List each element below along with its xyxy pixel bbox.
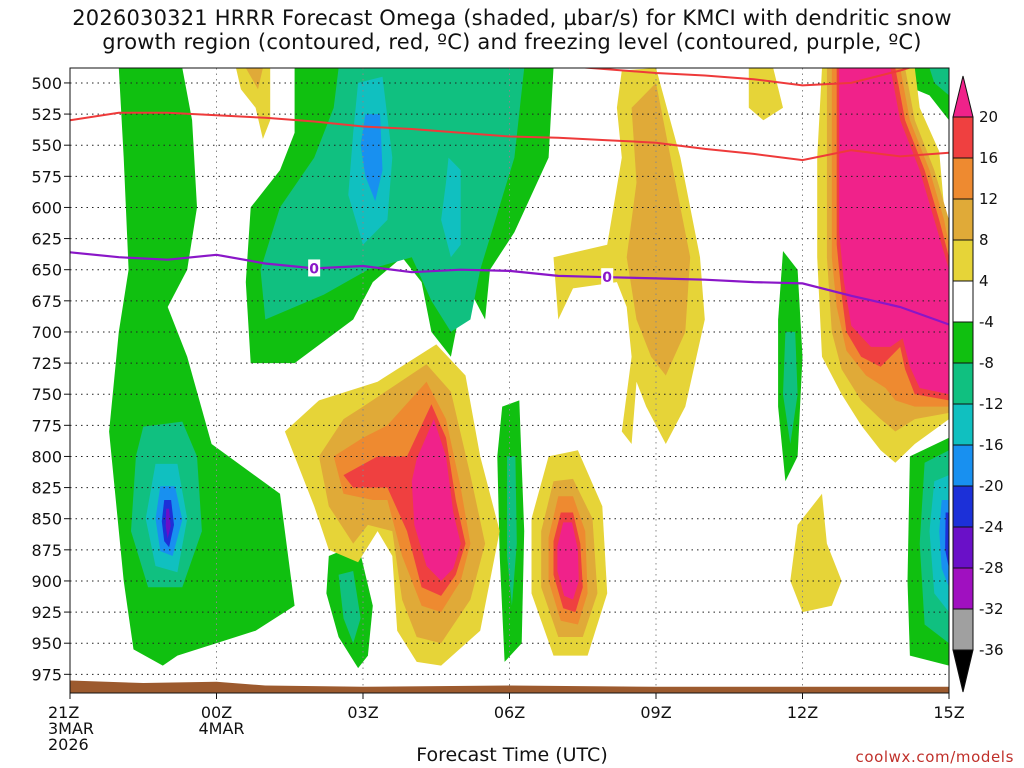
colorbar-swatch xyxy=(952,362,974,405)
colorbar-swatch xyxy=(952,567,974,610)
colorbar-bottom-arrow xyxy=(952,649,974,693)
freezing-label-bg xyxy=(601,268,614,286)
dgz-contour-upper xyxy=(70,111,949,162)
freezing-level-label: 0 xyxy=(602,270,612,286)
omega-region-lift-patch-4 xyxy=(748,68,783,121)
chart-title: 2026030321 HRRR Forecast Omega (shaded, … xyxy=(0,6,1024,54)
omega-region-sink-pocket--12 xyxy=(783,331,798,444)
gridlines xyxy=(70,68,949,693)
x-tick-label: 21Z xyxy=(48,703,79,722)
y-tick-label: 600 xyxy=(31,198,62,217)
y-tick-label: 725 xyxy=(31,354,62,373)
colorbar: 20 16 12 8 4 -4 -8 -12 -16 -20 -24 -28 -32 -36 xyxy=(952,75,1004,693)
colorbar-label: 8 xyxy=(979,231,989,249)
colorbar-swatch xyxy=(952,280,974,323)
colorbar-swatch xyxy=(952,321,974,364)
freezing-level-label: 0 xyxy=(309,261,319,277)
y-tick-label: 700 xyxy=(31,323,62,342)
y-tick-label: 575 xyxy=(31,167,62,186)
chart-title-line2: growth region (contoured, red, ºC) and f… xyxy=(102,30,922,54)
colorbar-label: -20 xyxy=(979,477,1004,495)
colorbar-swatch xyxy=(952,239,974,282)
y-tick-label: 825 xyxy=(31,479,62,498)
colorbar-label: -4 xyxy=(979,313,994,331)
dgz-contour-lower xyxy=(578,68,912,87)
colorbar-swatch xyxy=(952,526,974,569)
x-tick-label: 00Z xyxy=(201,703,232,722)
chart-title-line1: 2026030321 HRRR Forecast Omega (shaded, … xyxy=(72,6,952,30)
x-tick-label: 06Z xyxy=(494,703,525,722)
omega-region-lift-patch-4 xyxy=(790,493,842,613)
y-tick-label: 750 xyxy=(31,385,62,404)
x-tick-label: 12Z xyxy=(787,703,818,722)
omega-shading-layer xyxy=(109,68,949,669)
y-tick-label: 500 xyxy=(31,74,62,93)
omega-region-lift-patch-4 xyxy=(236,68,271,139)
ground-surface xyxy=(70,680,949,693)
colorbar-label: 4 xyxy=(979,272,989,290)
contour-lines: 00 xyxy=(70,68,949,326)
x-tick-label: 09Z xyxy=(640,703,671,722)
colorbar-swatch xyxy=(952,444,974,487)
colorbar-label: -36 xyxy=(979,641,1004,659)
y-tick-label: 675 xyxy=(31,292,62,311)
y-tick-label: 950 xyxy=(31,634,62,653)
colorbar-label: -12 xyxy=(979,395,1004,413)
colorbar-swatch xyxy=(952,116,974,159)
colorbar-label: -8 xyxy=(979,354,994,372)
omega-region-upper-sink-band--20 xyxy=(360,114,383,202)
omega-region-dry-sink-column--8 xyxy=(109,68,295,666)
colorbar-label: -28 xyxy=(979,559,1004,577)
x-tick-label: 03Z xyxy=(347,703,378,722)
y-tick-label: 900 xyxy=(31,572,62,591)
freezing-level-contour xyxy=(70,251,949,326)
x-tick-label: 4MAR xyxy=(199,719,245,738)
y-tick-label: 525 xyxy=(31,105,62,124)
omega-region-lower-right-sink--24 xyxy=(945,512,949,569)
colorbar-label: 20 xyxy=(979,108,998,126)
colorbar-swatch xyxy=(952,198,974,241)
omega-region-lift-patch-8 xyxy=(245,68,263,90)
x-tick-label: 2026 xyxy=(48,735,89,754)
omega-region-lift-mid-20 xyxy=(411,419,461,581)
colorbar-swatch xyxy=(952,608,974,651)
colorbar-label: -32 xyxy=(979,600,1004,618)
y-tick-label: 625 xyxy=(31,230,62,249)
y-tick-label: 975 xyxy=(31,665,62,684)
omega-region-lift-large-right-8 xyxy=(626,82,691,376)
colorbar-label: -24 xyxy=(979,518,1004,536)
freezing-label-bg xyxy=(308,259,321,277)
omega-region-lift-right-column-20 xyxy=(839,68,949,395)
omega-region-sink-pocket--12 xyxy=(507,456,517,606)
axes: 500 525 550 575 600 625 650 675 700 725 750 775 800 8… xyxy=(31,67,965,754)
y-tick-label: 800 xyxy=(31,447,62,466)
omega-region-upper-sink-band--12 xyxy=(260,68,525,332)
y-tick-label: 925 xyxy=(31,603,62,622)
y-tick-label: 775 xyxy=(31,416,62,435)
colorbar-label: 16 xyxy=(979,149,998,167)
y-tick-label: 850 xyxy=(31,510,62,529)
omega-region-upper-right-sink--12 xyxy=(929,68,949,96)
omega-region-sink-pocket--12 xyxy=(338,571,361,644)
colorbar-label: 12 xyxy=(979,190,998,208)
colorbar-label: -16 xyxy=(979,436,1004,454)
y-tick-label: 875 xyxy=(31,541,62,560)
y-tick-label: 650 xyxy=(31,261,62,280)
omega-region-lift-pocket-20 xyxy=(557,522,579,600)
y-tick-label: 550 xyxy=(31,136,62,155)
colorbar-swatch xyxy=(952,403,974,446)
x-tick-label: 3MAR xyxy=(48,719,94,738)
x-axis-title: Forecast Time (UTC) xyxy=(416,744,608,766)
colorbar-swatch xyxy=(952,485,974,528)
colorbar-top-arrow xyxy=(952,75,974,118)
credit-link[interactable]: coolwx.com/models xyxy=(855,748,1014,766)
colorbar-swatch xyxy=(952,157,974,200)
ground-layer xyxy=(70,680,949,693)
x-tick-label: 15Z xyxy=(933,703,964,722)
omega-region-dry-sink-column--28 xyxy=(165,508,171,539)
